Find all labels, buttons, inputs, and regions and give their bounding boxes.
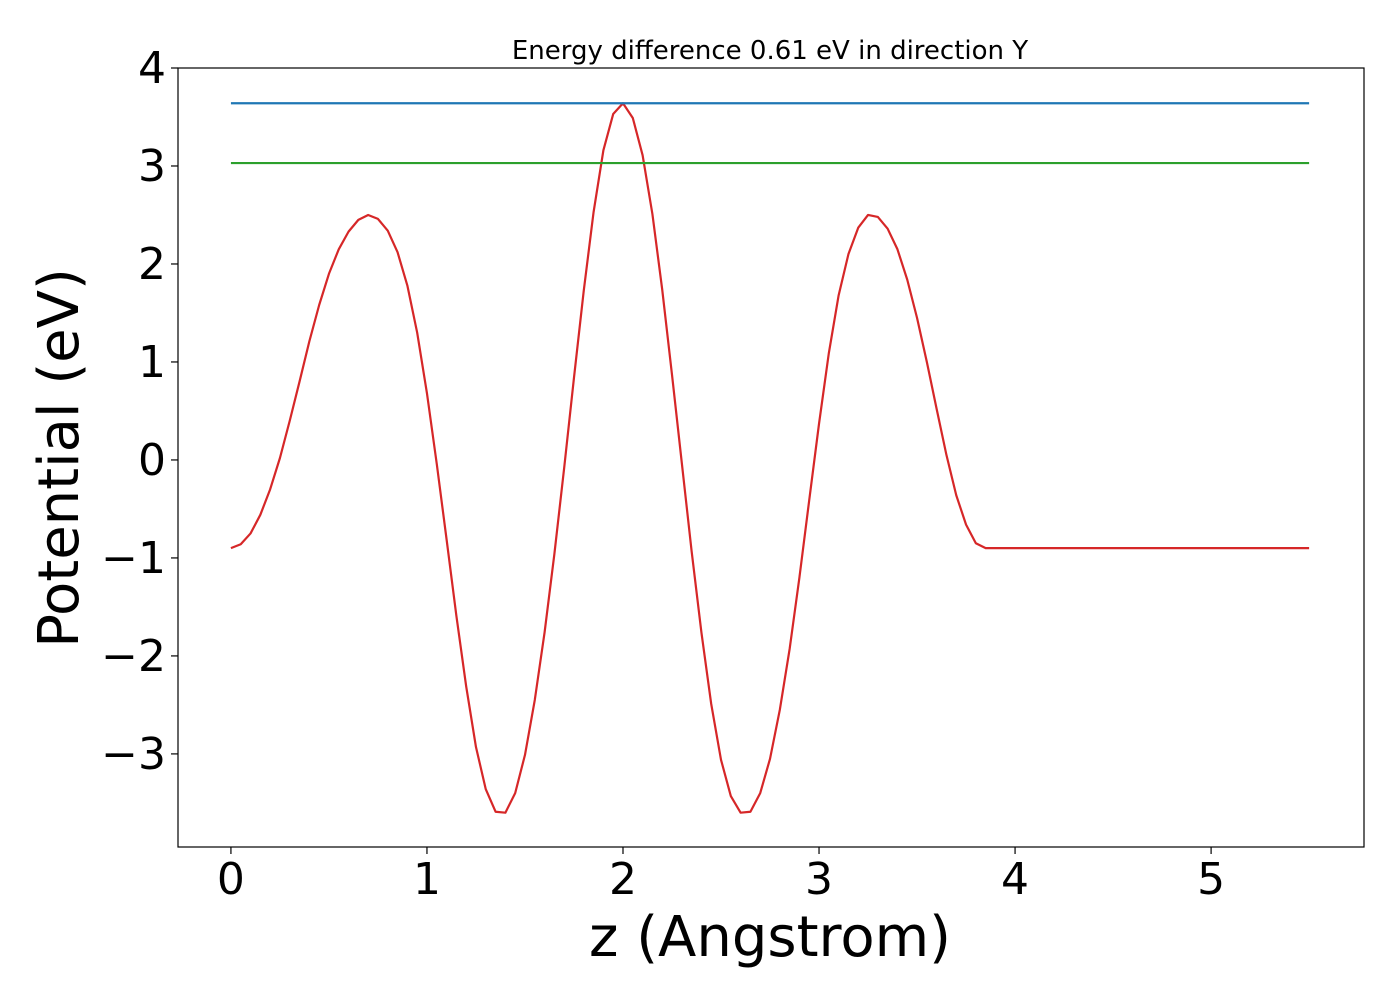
x-tick-label: 3: [805, 854, 833, 905]
series-line-0: [230, 102, 1310, 814]
series-layer: [230, 102, 1310, 814]
x-tick-label: 4: [1001, 854, 1029, 905]
y-tick-label: −3: [101, 729, 166, 780]
y-tick-label: 1: [138, 337, 166, 388]
y-tick-label: −1: [101, 533, 166, 584]
x-tick-label: 5: [1197, 854, 1225, 905]
x-axis-ticks: 0 1 2 3 4 5: [217, 847, 1225, 905]
x-tick-label: 1: [413, 854, 441, 905]
x-tick-label: 2: [609, 854, 637, 905]
y-tick-label: 0: [138, 435, 166, 486]
plot-frame: [177, 67, 1365, 848]
chart-title: Energy difference 0.61 eV in direction Y: [512, 36, 1028, 66]
y-axis-label: Potential (eV): [27, 268, 92, 648]
y-tick-label: 4: [138, 43, 166, 94]
x-axis-label: z (Angstrom): [589, 905, 951, 970]
x-tick-label: 0: [217, 854, 245, 905]
y-axis-ticks: −3 −2 −1 0 1 2 3 4: [101, 43, 178, 780]
y-tick-label: −2: [101, 631, 166, 682]
y-tick-label: 3: [138, 141, 166, 192]
y-tick-label: 2: [138, 239, 166, 290]
